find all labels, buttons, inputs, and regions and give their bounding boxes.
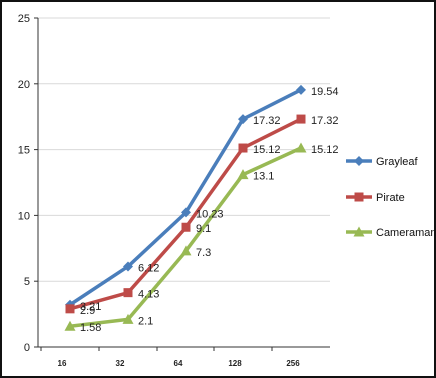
x-tick-label: 128 <box>228 359 242 368</box>
x-tick-label: 64 <box>174 359 183 368</box>
legend-marker-pirate <box>354 192 364 202</box>
legend: Grayleaf Pirate Cameraman <box>346 156 436 239</box>
y-tick-label: 5 <box>24 276 30 288</box>
data-point-pirate <box>181 222 191 232</box>
data-labels: 3.21 6.12 10.23 17.32 19.54 2.9 4.13 9.1 15.12 17… <box>80 86 339 334</box>
x-tick-label: 32 <box>116 359 125 368</box>
data-point-grayleaf <box>238 114 248 125</box>
data-label-grayleaf: 17.32 <box>253 115 281 127</box>
legend-label-cameraman: Cameraman <box>376 227 436 239</box>
data-label-cameraman: 7.3 <box>196 247 211 259</box>
y-tick-label: 10 <box>18 210 30 222</box>
data-point-cameraman <box>180 245 192 256</box>
data-point-cameraman <box>64 320 76 331</box>
y-tick-label: 20 <box>18 79 30 91</box>
data-point-pirate <box>123 288 133 298</box>
data-point-cameraman <box>295 142 307 153</box>
legend-marker-grayleaf <box>354 156 364 166</box>
legend-marker-cameraman <box>353 226 365 237</box>
data-label-cameraman: 2.1 <box>138 315 153 327</box>
data-label-pirate: 17.32 <box>311 115 339 127</box>
data-label-pirate: 4.13 <box>138 289 159 301</box>
data-label-pirate: 15.12 <box>253 144 281 156</box>
data-point-grayleaf <box>296 84 306 95</box>
data-label-pirate: 2.9 <box>80 305 95 317</box>
data-point-grayleaf <box>123 261 133 272</box>
data-point-grayleaf <box>181 207 191 218</box>
y-tick-label: 15 <box>18 145 30 157</box>
legend-label-pirate: Pirate <box>376 192 405 204</box>
data-label-grayleaf: 19.54 <box>311 86 339 98</box>
data-label-pirate: 9.1 <box>196 223 211 235</box>
data-label-grayleaf: 10.23 <box>196 208 224 220</box>
axes: 0 5 10 15 20 25 16 32 64 128 256 <box>18 13 330 368</box>
data-point-pirate <box>65 304 75 314</box>
data-label-grayleaf: 3.21 <box>80 301 101 313</box>
y-tick-label: 25 <box>18 13 30 25</box>
y-tick-label: 0 <box>24 342 30 354</box>
x-tick-label: 16 <box>58 359 67 368</box>
data-point-pirate <box>238 143 248 153</box>
data-label-cameraman: 1.58 <box>80 322 101 334</box>
series-lines <box>64 84 307 331</box>
data-label-cameraman: 15.12 <box>311 144 339 156</box>
data-point-cameraman <box>237 169 249 180</box>
data-label-cameraman: 13.1 <box>253 171 274 183</box>
data-point-cameraman <box>122 313 134 324</box>
legend-label-grayleaf: Grayleaf <box>376 156 419 168</box>
data-label-grayleaf: 6.12 <box>138 262 159 274</box>
x-tick-label: 256 <box>286 359 300 368</box>
data-point-pirate <box>296 114 306 124</box>
